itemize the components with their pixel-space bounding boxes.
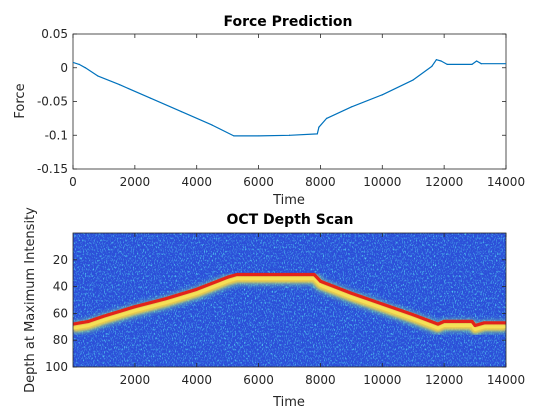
x-tick-label: 12000 [425, 373, 463, 387]
oct-chart-title: OCT Depth Scan [226, 212, 353, 228]
force-prediction-panel: Force Prediction 0 2000 4000 6000 8000 10000 1… [13, 14, 525, 208]
heatmap-intensity-band [73, 271, 506, 337]
force-data-point [435, 59, 438, 61]
force-data-point [480, 63, 482, 65]
oct-heatmap [73, 233, 506, 367]
force-data-point [350, 106, 352, 108]
depth-data-point [349, 291, 353, 295]
depth-data-point [380, 302, 384, 306]
force-data-point [446, 63, 448, 65]
force-series [73, 59, 506, 137]
force-data-point [73, 61, 74, 63]
depth-data-point [319, 279, 322, 283]
depth-data-point [458, 320, 462, 323]
force-data-point [257, 135, 260, 137]
y-tick-label: 40 [53, 280, 68, 294]
force-axes-ticks: 0 2000 4000 6000 8000 10000 12000 140000.050-0.… [37, 27, 525, 189]
y-tick-label: 0.05 [41, 27, 68, 41]
x-tick-label: 2000 [120, 175, 151, 189]
heatmap-noise-texture [73, 233, 506, 367]
depth-data-point [133, 305, 137, 309]
oct-axes-ticks: 2000 4000 6000 8000 10000 12000 14000 20 40 60 80 1… [45, 233, 525, 387]
force-data-point [412, 79, 414, 81]
x-tick-label: 10000 [363, 175, 401, 189]
force-data-point [180, 111, 182, 113]
depth-trace-line [73, 272, 506, 328]
depth-data-point [235, 273, 239, 276]
y-tick-label: 100 [45, 360, 68, 374]
force-data-point [431, 65, 433, 67]
force-data-point [149, 97, 151, 99]
oct-x-axis-label: Time [272, 395, 305, 410]
depth-data-point [473, 324, 477, 327]
depth-data-point [411, 313, 415, 317]
force-data-point [381, 94, 383, 96]
y-tick-label: -0.15 [37, 162, 68, 176]
x-tick-label: 12000 [425, 175, 463, 189]
y-tick-label: 60 [53, 306, 68, 320]
force-data-point [97, 75, 99, 77]
x-tick-label: 14000 [487, 175, 525, 189]
force-data-point [233, 135, 235, 137]
depth-data-point [482, 321, 486, 325]
x-tick-label: 6000 [243, 175, 274, 189]
y-tick-label: 80 [53, 333, 68, 347]
max-intensity-trace [73, 272, 506, 328]
depth-data-point [470, 320, 474, 323]
force-data-point [288, 134, 291, 136]
x-tick-label: 4000 [181, 373, 212, 387]
x-tick-label: 4000 [181, 175, 212, 189]
force-data-point [78, 63, 80, 65]
depth-data-point [257, 273, 260, 276]
y-tick-label: 20 [53, 253, 68, 267]
x-tick-label: 2000 [120, 373, 151, 387]
x-tick-label: 6000 [243, 373, 274, 387]
depth-data-point [102, 314, 106, 318]
x-tick-label: 14000 [487, 373, 525, 387]
depth-data-point [442, 320, 446, 323]
depth-data-point [436, 322, 440, 326]
x-tick-label: 8000 [305, 175, 336, 189]
force-data-point [318, 126, 320, 128]
force-chart-title: Force Prediction [223, 14, 352, 30]
force-data-point [118, 84, 120, 86]
depth-data-point [87, 320, 90, 323]
force-data-point [211, 124, 213, 126]
force-data-point [440, 60, 442, 62]
force-data-point [471, 63, 473, 65]
depth-data-point [164, 297, 168, 301]
y-tick-label: 0 [60, 61, 68, 75]
force-axes-box [72, 33, 507, 170]
oct-axes-box [72, 232, 507, 368]
depth-data-point [288, 273, 291, 276]
x-tick-label: 10000 [363, 373, 401, 387]
y-tick-label: -0.05 [37, 95, 68, 109]
force-y-axis-label: Force [13, 83, 28, 118]
force-data-point [84, 67, 86, 69]
force-data-point [476, 60, 478, 62]
depth-data-point [195, 287, 199, 291]
force-data-point [326, 117, 328, 119]
force-data-point [505, 63, 506, 65]
depth-data-point [312, 273, 316, 276]
oct-y-axis-label: Depth at Maximum Intensity [23, 207, 38, 393]
depth-data-point [226, 275, 230, 279]
y-tick-label: -0.1 [45, 128, 68, 142]
intensity-highlight [73, 277, 506, 331]
x-tick-label: 8000 [305, 373, 336, 387]
force-data-point [316, 133, 318, 135]
force-x-axis-label: Time [272, 193, 305, 208]
oct-depth-scan-panel: OCT Depth Scan 2000 4000 6000 8000 10000 1200… [23, 207, 525, 410]
x-tick-label: 0 [69, 175, 77, 189]
